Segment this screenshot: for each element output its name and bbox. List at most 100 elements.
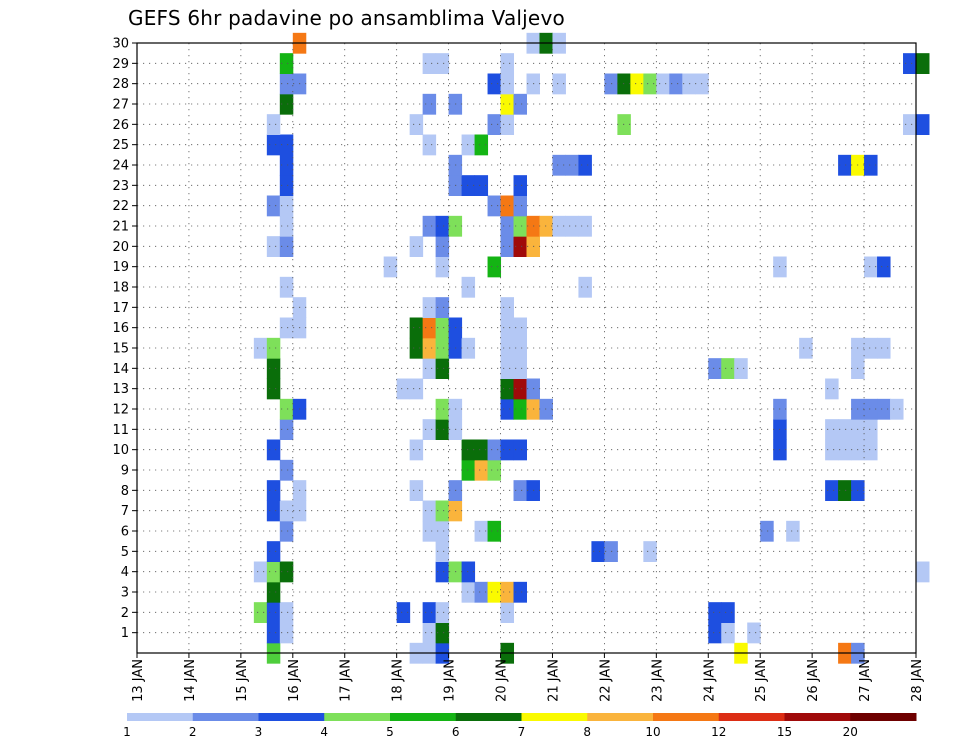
heatmap-cell — [578, 154, 592, 176]
heatmap-cell — [708, 358, 722, 379]
legend-swatch — [850, 713, 917, 721]
legend-label: 10 — [645, 725, 660, 739]
heatmap-cell — [435, 602, 450, 623]
y-tick-label: 19 — [112, 260, 129, 275]
x-tick-label: 16 JAN — [287, 659, 302, 702]
heatmap-cell — [500, 195, 515, 217]
heatmap-cell — [656, 73, 670, 95]
heatmap-cell — [461, 581, 476, 603]
heatmap-cell — [461, 561, 476, 583]
heatmap-cell — [474, 134, 489, 156]
heatmap-cell — [669, 73, 683, 95]
heatmap-cell — [409, 114, 424, 135]
legend-label: 12 — [711, 725, 726, 739]
heatmap-cell — [721, 622, 735, 644]
heatmap-cell — [435, 317, 450, 339]
heatmap-cell — [266, 500, 281, 522]
heatmap-cell — [838, 154, 852, 176]
heatmap-cell — [578, 215, 592, 237]
heatmap-cell — [461, 439, 476, 461]
heatmap-cell — [864, 154, 878, 176]
heatmap-cell — [500, 581, 515, 603]
heatmap-cell — [266, 358, 281, 379]
heatmap-cell — [513, 175, 527, 196]
heatmap-cell — [513, 317, 527, 339]
legend-swatch — [521, 713, 588, 721]
heatmap-cell — [435, 297, 450, 318]
heatmap-cell — [422, 93, 437, 115]
heatmap-cell — [734, 358, 748, 379]
heatmap-cell — [916, 114, 930, 135]
heatmap-cell — [279, 459, 294, 481]
heatmap-cell — [552, 154, 566, 176]
heatmap-cell — [513, 398, 527, 420]
heatmap-cell — [461, 337, 476, 359]
heatmap-cell — [721, 602, 735, 623]
heatmap-cell — [877, 337, 891, 359]
heatmap-cell — [422, 358, 437, 379]
heatmap-cell — [500, 398, 515, 420]
y-tick-label: 4 — [121, 565, 129, 580]
heatmap-cell — [266, 236, 281, 257]
x-tick-label: 25 JAN — [754, 659, 769, 702]
heatmap-cell — [578, 276, 592, 298]
legend-swatch — [390, 713, 457, 721]
heatmap-cell — [487, 520, 502, 542]
heatmap-cell — [487, 439, 502, 461]
heatmap-cell — [279, 175, 294, 196]
heatmap-cell — [500, 93, 515, 115]
heatmap-cell — [500, 53, 515, 74]
x-tick-label: 27 JAN — [858, 659, 873, 702]
heatmap-cell — [409, 337, 424, 359]
y-tick-label: 9 — [121, 464, 129, 479]
y-tick-label: 14 — [112, 362, 129, 377]
heatmap-cell — [279, 561, 294, 583]
legend-swatch — [192, 713, 259, 721]
x-tick-label: 22 JAN — [598, 659, 613, 702]
legend-swatch — [587, 713, 654, 721]
heatmap-cell — [513, 93, 527, 115]
heatmap-cell — [253, 561, 268, 583]
heatmap-cell — [643, 73, 657, 95]
heatmap-cell — [474, 520, 489, 542]
heatmap-cell — [513, 195, 527, 217]
heatmap-cell — [266, 541, 281, 562]
heatmap-cell — [435, 337, 450, 359]
heatmap-cell — [266, 378, 281, 400]
heatmap-cell — [435, 236, 450, 257]
heatmap-cell — [279, 602, 294, 623]
heatmap-cell — [591, 541, 605, 562]
heatmap-cell — [435, 398, 450, 420]
legend-swatch — [324, 713, 391, 721]
heatmap-cell — [838, 480, 852, 501]
x-tick-label: 14 JAN — [183, 659, 198, 702]
heatmap-cell — [708, 602, 722, 623]
heatmap-cell — [266, 114, 281, 135]
heatmap-cell — [500, 297, 515, 318]
legend-swatch — [127, 713, 194, 721]
y-tick-label: 10 — [112, 443, 129, 458]
heatmap-cell — [422, 53, 437, 74]
legend-label: 1 — [123, 725, 131, 739]
heatmap-cell — [422, 622, 437, 644]
x-tick-label: 13 JAN — [131, 659, 146, 702]
y-tick-label: 21 — [112, 220, 129, 235]
legend-swatch — [258, 713, 325, 721]
heatmap-cell — [279, 317, 294, 339]
heatmap-cell — [279, 520, 294, 542]
heatmap-cell — [266, 337, 281, 359]
heatmap-cell — [539, 215, 553, 237]
heatmap-cell — [409, 378, 424, 400]
y-tick-label: 12 — [112, 403, 129, 418]
x-tick-label: 18 JAN — [391, 659, 406, 702]
heatmap-cell — [487, 195, 502, 217]
heatmap-cell — [279, 73, 294, 95]
x-tick-label: 24 JAN — [702, 659, 717, 702]
y-tick-label: 25 — [112, 138, 129, 153]
heatmap-cell — [435, 520, 450, 542]
legend-label: 4 — [320, 725, 328, 739]
heatmap-cell — [266, 195, 281, 217]
legend-label: 5 — [386, 725, 394, 739]
heatmap-cell — [786, 520, 800, 542]
heatmap-cell — [799, 337, 813, 359]
